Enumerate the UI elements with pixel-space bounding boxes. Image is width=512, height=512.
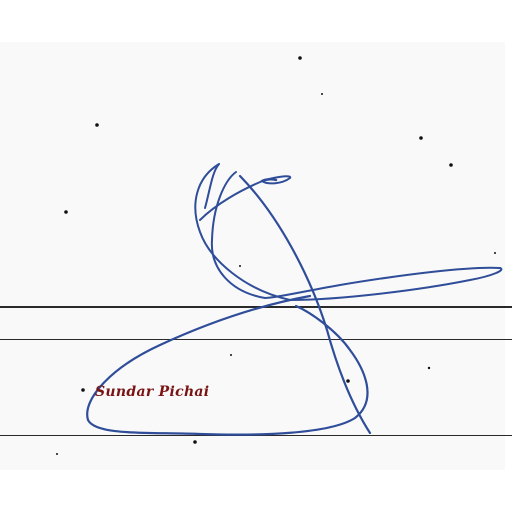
signature-strokes	[86, 163, 503, 436]
paper-speckles	[56, 56, 496, 455]
rule-line-middle	[0, 339, 512, 340]
signature-caption: Sundar Pichai	[95, 384, 210, 400]
rule-line-top	[0, 306, 512, 308]
paper-background	[0, 42, 505, 470]
